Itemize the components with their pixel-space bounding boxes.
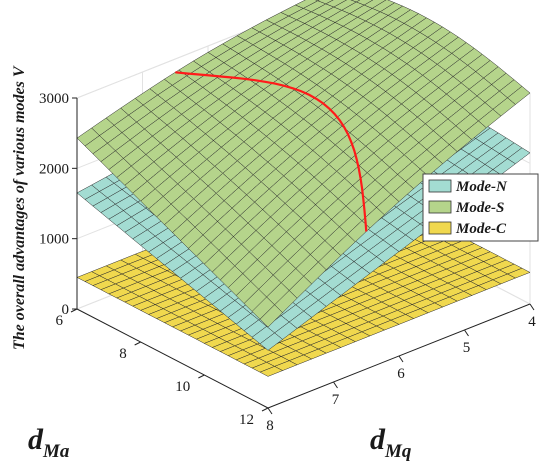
y-tick-label: 7 xyxy=(332,392,340,408)
tick-labels: 6 8 10 12 4 5 6 7 8 0 1000 2000 3000 xyxy=(39,91,536,434)
surface-cell xyxy=(259,366,284,377)
y-tick-label: 5 xyxy=(463,340,471,356)
legend-label-mode-s: Mode-S xyxy=(455,200,504,216)
z-tick-label: 2000 xyxy=(39,161,69,177)
surface-cell xyxy=(259,304,283,328)
x-tick-label: 6 xyxy=(56,313,64,329)
legend-label-mode-c: Mode-C xyxy=(455,221,507,237)
x-tick-mark xyxy=(261,407,269,412)
legend-swatch-mode-c xyxy=(428,221,452,235)
y-axis-title: dMq xyxy=(370,423,412,462)
x-axis-line xyxy=(76,308,269,409)
z-tick-label: 0 xyxy=(62,302,70,318)
x-tick-mark xyxy=(134,341,141,346)
z-tick-label: 3000 xyxy=(39,91,69,107)
y-tick-mark xyxy=(398,355,404,363)
legend-swatch-mode-s xyxy=(428,200,452,214)
legend: Mode-N Mode-S Mode-C xyxy=(422,173,539,242)
y-tick-label: 4 xyxy=(528,314,536,330)
surface-cell xyxy=(259,332,284,351)
y-tick-mark xyxy=(464,329,469,337)
y-tick-label: 6 xyxy=(397,366,405,382)
z-tick-label: 1000 xyxy=(39,232,69,248)
x-tick-label: 12 xyxy=(239,412,254,428)
y-tick-mark xyxy=(333,381,338,389)
y-tick-mark xyxy=(529,303,535,311)
surface-mode-s xyxy=(76,0,531,328)
axes xyxy=(70,97,535,415)
legend-swatch-mode-n xyxy=(428,179,452,193)
z-axis-title: The overall advantages of various modes … xyxy=(11,65,28,350)
legend-label-mode-n: Mode-N xyxy=(455,179,508,195)
x-tick-label: 8 xyxy=(119,346,127,362)
x-tick-label: 10 xyxy=(175,379,190,395)
x-tick-mark xyxy=(198,374,205,379)
y-tick-label: 8 xyxy=(266,418,274,434)
intersection-curve xyxy=(175,71,368,232)
x-axis-title: dMa xyxy=(28,423,70,462)
y-tick-mark xyxy=(267,407,273,415)
